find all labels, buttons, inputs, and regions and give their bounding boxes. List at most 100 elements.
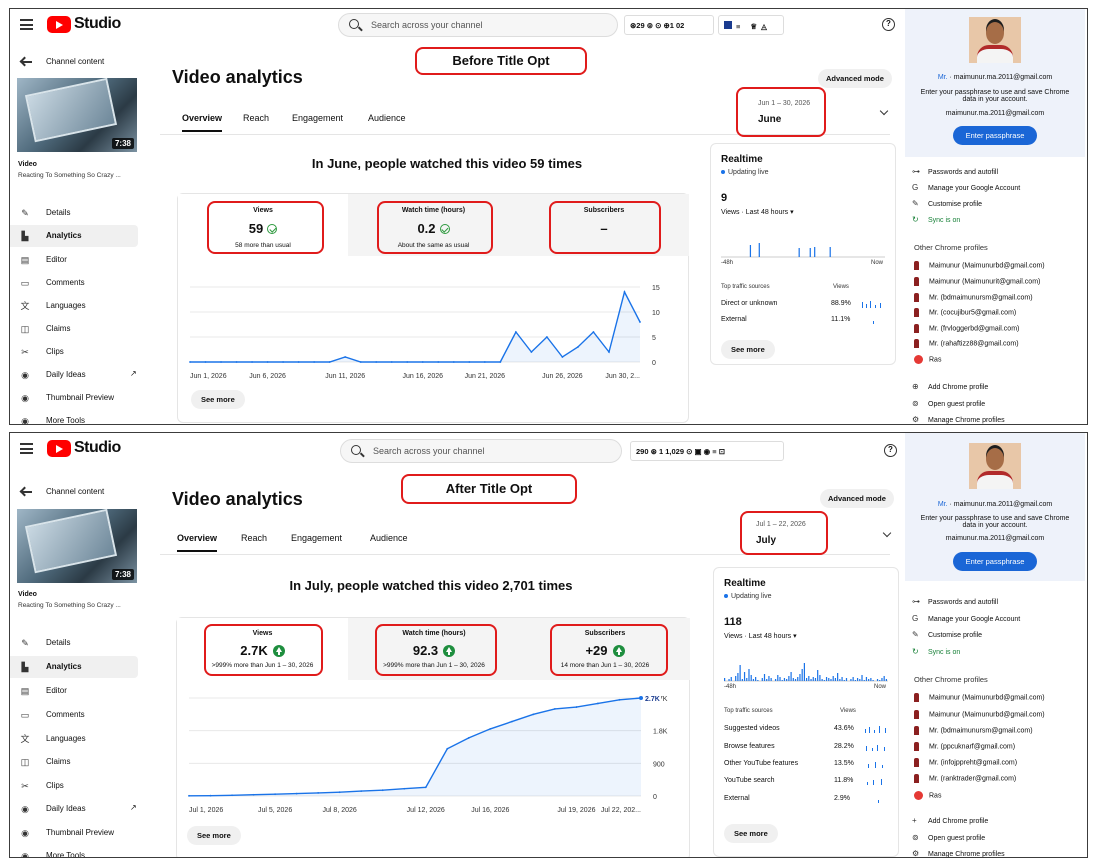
see-more-button[interactable]: See more	[191, 390, 245, 409]
nav-claims[interactable]: ◫ Claims	[10, 751, 138, 773]
chevron-down-icon[interactable]	[879, 106, 889, 116]
menu-customise[interactable]: ✎ Customise profile	[912, 199, 982, 208]
tab-reach[interactable]: Reach	[243, 113, 270, 123]
traffic-sparkline	[866, 745, 885, 751]
nav-more-tools[interactable]: ◉ More Tools	[10, 410, 138, 425]
date-range-picker[interactable]: Jul 1 – 22, 2026 July	[740, 511, 828, 555]
menu-add-profile[interactable]: ⊕ Add Chrome profile	[912, 382, 988, 391]
metric-label: Subscribers	[584, 630, 626, 637]
realtime-bar	[768, 676, 770, 681]
menu-sync[interactable]: ↻ Sync is on	[912, 647, 960, 656]
tab-overview[interactable]: Overview	[182, 113, 223, 132]
nav-editor[interactable]: ▤ Editor	[10, 680, 138, 702]
video-thumbnail[interactable]: 7:38	[17, 509, 137, 583]
nav-daily-ideas[interactable]: ◉ Daily Ideas ↗	[10, 798, 138, 820]
video-title[interactable]: Reacting To Something So Crazy ...	[18, 172, 121, 179]
help-icon[interactable]: ?	[882, 18, 895, 31]
nav-languages[interactable]: 文 Languages	[10, 295, 138, 317]
date-range-picker[interactable]: Jun 1 – 30, 2026 June	[736, 87, 826, 137]
menu-customise[interactable]: ✎ Customise profile	[912, 630, 982, 639]
profile-item[interactable]: Mr. (bdmaimunursm@gmail.com)	[914, 726, 1033, 735]
arrow-up-icon	[612, 644, 625, 657]
profile-item[interactable]: Ras	[914, 791, 941, 800]
search-input[interactable]: Search across your channel	[338, 13, 618, 37]
profile-item[interactable]: Ras	[914, 355, 941, 364]
tab-engagement[interactable]: Engagement	[291, 533, 343, 543]
nav-comments[interactable]: ▭ Comments	[10, 272, 138, 294]
header-icons[interactable]: ≡ ♕ ◬	[718, 15, 784, 35]
channel-content-link[interactable]: Channel content	[46, 57, 105, 66]
chevron-down-icon[interactable]	[882, 528, 892, 538]
nav-details[interactable]: ✎ Details	[10, 632, 138, 654]
channel-content-link[interactable]: Channel content	[46, 487, 105, 496]
menu-guest-profile[interactable]: ⊚ Open guest profile	[912, 833, 985, 842]
realtime-bar	[814, 247, 816, 257]
menu-passwords[interactable]: ⊶ Passwords and autofill	[912, 167, 998, 176]
search-input[interactable]: Search across your channel	[340, 439, 622, 463]
realtime-period[interactable]: Views · Last 48 hours ▾	[724, 632, 797, 640]
video-title[interactable]: Reacting To Something So Crazy ...	[18, 602, 121, 609]
menu-icon[interactable]	[20, 443, 33, 454]
help-icon[interactable]: ?	[884, 444, 897, 457]
create-icon[interactable]	[724, 21, 732, 29]
nav-clips[interactable]: ✂ Clips	[10, 775, 138, 797]
menu-google-account[interactable]: G Manage your Google Account	[912, 183, 1020, 192]
profile-item[interactable]: Maimunur (Maimunurbd@gmail.com)	[914, 710, 1045, 719]
tab-audience[interactable]: Audience	[370, 533, 408, 543]
video-thumbnail[interactable]: 7:38	[17, 78, 137, 152]
nav-daily-ideas[interactable]: ◉ Daily Ideas ↗	[10, 364, 138, 386]
back-arrow-icon[interactable]	[21, 491, 32, 493]
enter-passphrase-button[interactable]: Enter passphrase	[953, 552, 1037, 571]
profile-item[interactable]: Mr. (ppcuknarf@gmail.com)	[914, 742, 1015, 751]
nav-thumbnail-preview[interactable]: ◉ Thumbnail Preview	[10, 822, 138, 844]
realtime-bar	[770, 678, 772, 681]
tab-overview[interactable]: Overview	[177, 533, 218, 552]
menu-manage-profiles[interactable]: ⚙ Manage Chrome profiles	[912, 849, 1005, 857]
enter-passphrase-button[interactable]: Enter passphrase	[953, 126, 1037, 145]
bell-icon[interactable]: ◬	[761, 22, 767, 31]
trophy-icon[interactable]: ♕	[750, 22, 758, 31]
see-more-button[interactable]: See more	[187, 826, 241, 845]
realtime-see-more-button[interactable]: See more	[724, 824, 778, 843]
nav-analytics[interactable]: ▙ Analytics	[10, 656, 138, 678]
profile-item[interactable]: Maimunur (Maimunurbd@gmail.com)	[914, 261, 1045, 270]
advanced-mode-button[interactable]: Advanced mode	[818, 69, 892, 88]
nav-languages[interactable]: 文 Languages	[10, 728, 138, 750]
nav-label: More Tools	[46, 416, 85, 425]
menu-passwords[interactable]: ⊶ Passwords and autofill	[912, 597, 998, 606]
tab-engagement[interactable]: Engagement	[292, 113, 344, 123]
realtime-period[interactable]: Views · Last 48 hours ▾	[721, 208, 794, 216]
nav-analytics[interactable]: ▙ Analytics	[10, 225, 138, 247]
nav-comments[interactable]: ▭ Comments	[10, 704, 138, 726]
nav-editor[interactable]: ▤ Editor	[10, 249, 138, 271]
menu-add-profile[interactable]: + Add Chrome profile	[912, 816, 988, 825]
tab-audience[interactable]: Audience	[368, 113, 406, 123]
profile-item[interactable]: Mr. (frvloggerbd@gmail.com)	[914, 324, 1019, 333]
back-arrow-icon[interactable]	[21, 61, 32, 63]
profile-item[interactable]: Mr. (infojppreht@gmail.com)	[914, 758, 1017, 767]
profile-item[interactable]: Mr. (rahaftizz88@gmail.com)	[914, 339, 1019, 348]
advanced-mode-button[interactable]: Advanced mode	[820, 489, 894, 508]
profile-item[interactable]: Maimunur (Maimunurbd@gmail.com)	[914, 693, 1045, 702]
youtube-logo-icon[interactable]	[47, 440, 71, 457]
nav-claims[interactable]: ◫ Claims	[10, 318, 138, 340]
account-email: maimunur.ma.2011@gmail.com	[953, 501, 1053, 508]
nav-clips[interactable]: ✂ Clips	[10, 341, 138, 363]
profile-item[interactable]: Maimunur (Maimunurit@gmail.com)	[914, 277, 1040, 286]
menu-sync[interactable]: ↻ Sync is on	[912, 215, 960, 224]
menu-icon[interactable]	[20, 19, 33, 30]
profile-item[interactable]: Mr. (ranktrader@gmail.com)	[914, 774, 1016, 783]
youtube-logo-icon[interactable]	[47, 16, 71, 33]
nav-thumbnail-preview[interactable]: ◉ Thumbnail Preview	[10, 387, 138, 409]
tab-reach[interactable]: Reach	[241, 533, 268, 543]
profile-item[interactable]: Mr. (bdmaimunursm@gmail.com)	[914, 293, 1033, 302]
nav-details[interactable]: ✎ Details	[10, 202, 138, 224]
realtime-bar	[821, 679, 823, 681]
realtime-see-more-button[interactable]: See more	[721, 340, 775, 359]
menu-guest-profile[interactable]: ⊚ Open guest profile	[912, 399, 985, 408]
profile-item[interactable]: Mr. (cocujibur5@gmail.com)	[914, 308, 1016, 317]
nav-more-tools[interactable]: ◉ More Tools	[10, 845, 138, 857]
menu-google-account[interactable]: G Manage your Google Account	[912, 614, 1020, 623]
menu-manage-profiles[interactable]: ⚙ Manage Chrome profiles	[912, 415, 1005, 424]
list-icon[interactable]: ≡	[736, 22, 741, 31]
